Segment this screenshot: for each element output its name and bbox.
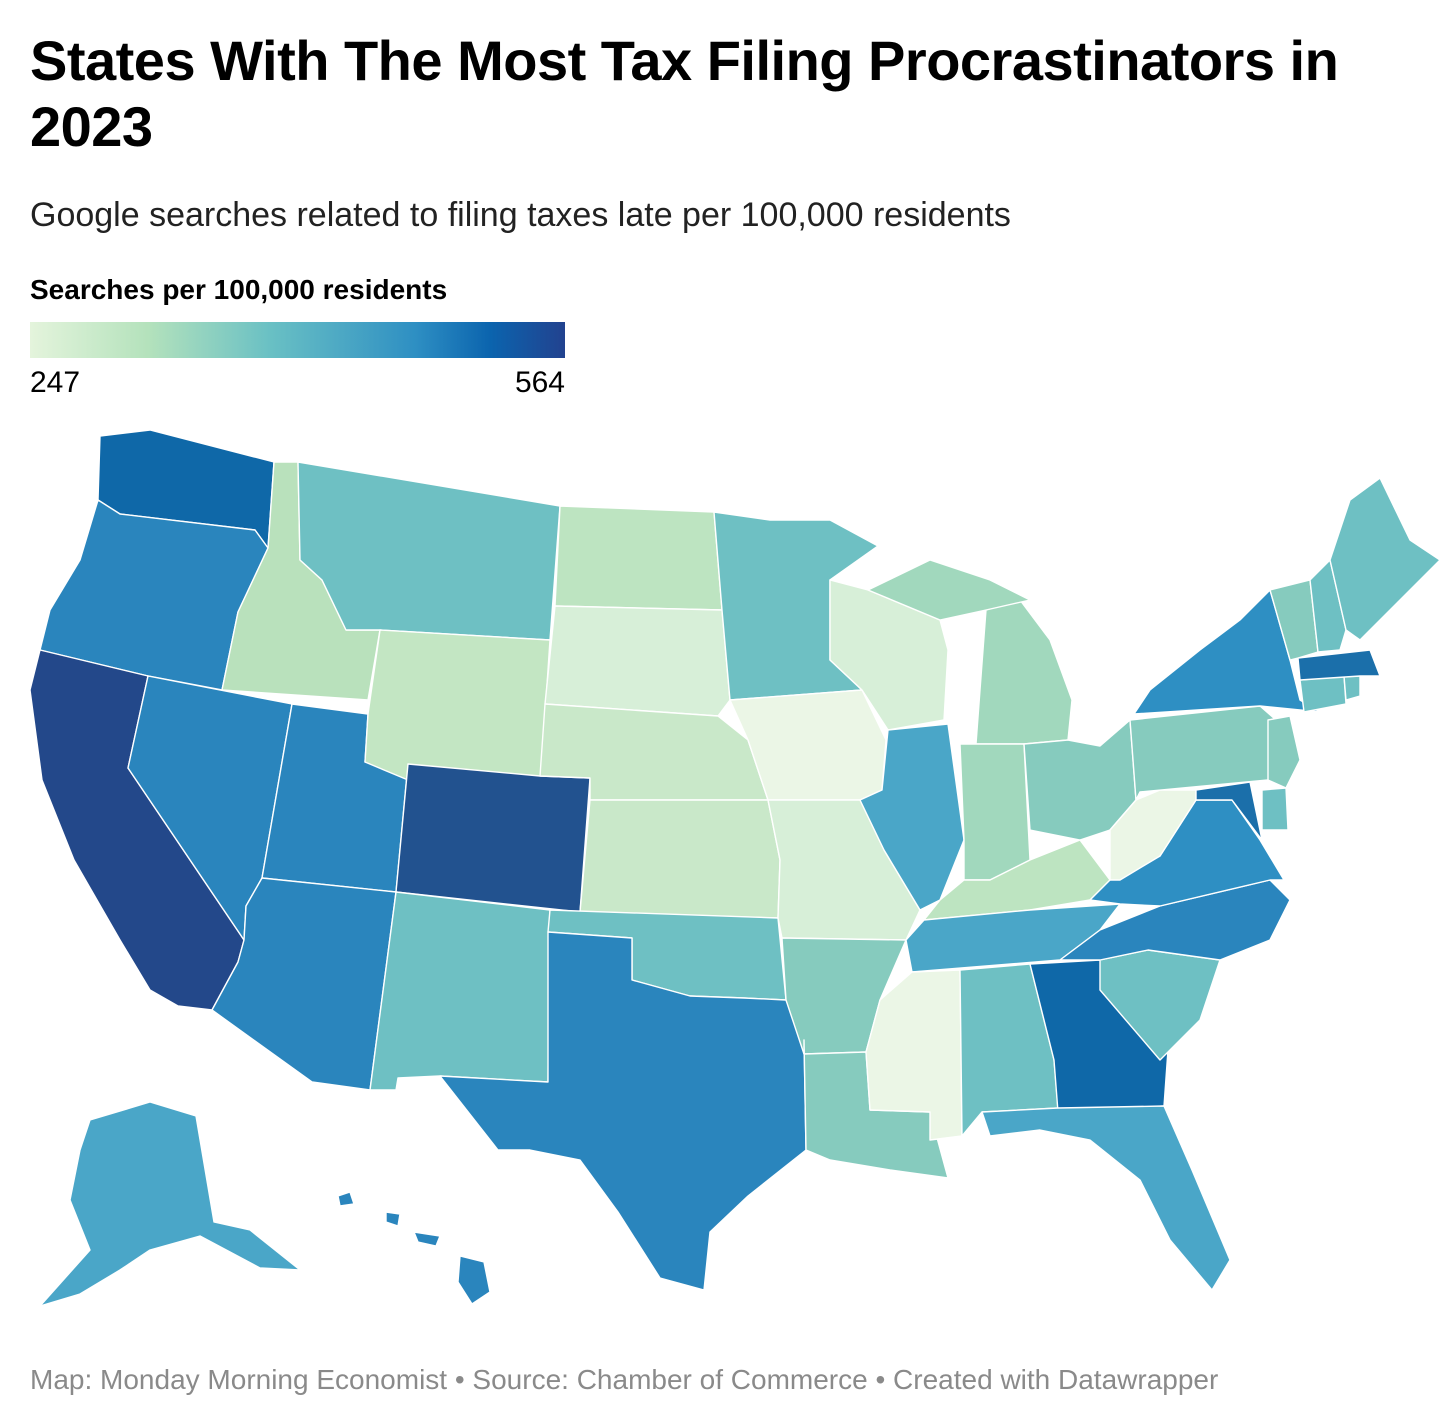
state-michigan[interactable] <box>975 599 1073 745</box>
state-new-york[interactable] <box>1133 589 1321 715</box>
state-hawaii[interactable] <box>337 1191 491 1305</box>
state-florida[interactable] <box>981 1105 1231 1291</box>
state-pennsylvania[interactable] <box>1129 705 1277 801</box>
legend-min-label: 247 <box>30 366 81 399</box>
state-montana[interactable] <box>297 461 561 641</box>
state-north-dakota[interactable] <box>554 505 723 611</box>
state-delaware[interactable] <box>1261 787 1289 831</box>
state-indiana[interactable] <box>959 743 1031 881</box>
state-south-dakota[interactable] <box>544 605 731 717</box>
state-north-carolina[interactable] <box>1059 879 1291 961</box>
chart-subtitle: Google searches related to filing taxes … <box>30 196 1011 234</box>
state-new-mexico[interactable] <box>369 891 551 1091</box>
state-new-jersey[interactable] <box>1267 715 1301 789</box>
state-connecticut[interactable] <box>1299 675 1347 713</box>
chart-title: States With The Most Tax Filing Procrast… <box>30 29 1339 158</box>
state-vermont[interactable] <box>1269 579 1319 661</box>
us-choropleth-map <box>29 429 1441 1307</box>
state-kansas[interactable] <box>579 799 781 919</box>
state-maine[interactable] <box>1329 477 1441 641</box>
state-massachusetts[interactable] <box>1297 649 1381 681</box>
state-maryland[interactable] <box>1195 781 1263 841</box>
legend-color-scale <box>30 322 565 358</box>
state-texas[interactable] <box>439 931 807 1291</box>
state-alaska[interactable] <box>39 1101 301 1307</box>
state-rhode-island[interactable] <box>1343 675 1361 701</box>
state-michigan-upper[interactable] <box>867 559 1031 621</box>
chart-footer: Map: Monday Morning Economist • Source: … <box>30 1364 1219 1395</box>
legend-max-label: 564 <box>514 366 565 399</box>
legend-title: Searches per 100,000 residents <box>30 274 448 305</box>
state-colorado[interactable] <box>395 763 591 913</box>
state-illinois[interactable] <box>859 723 965 911</box>
state-new-hampshire[interactable] <box>1309 559 1347 653</box>
state-wyoming[interactable] <box>364 629 551 791</box>
